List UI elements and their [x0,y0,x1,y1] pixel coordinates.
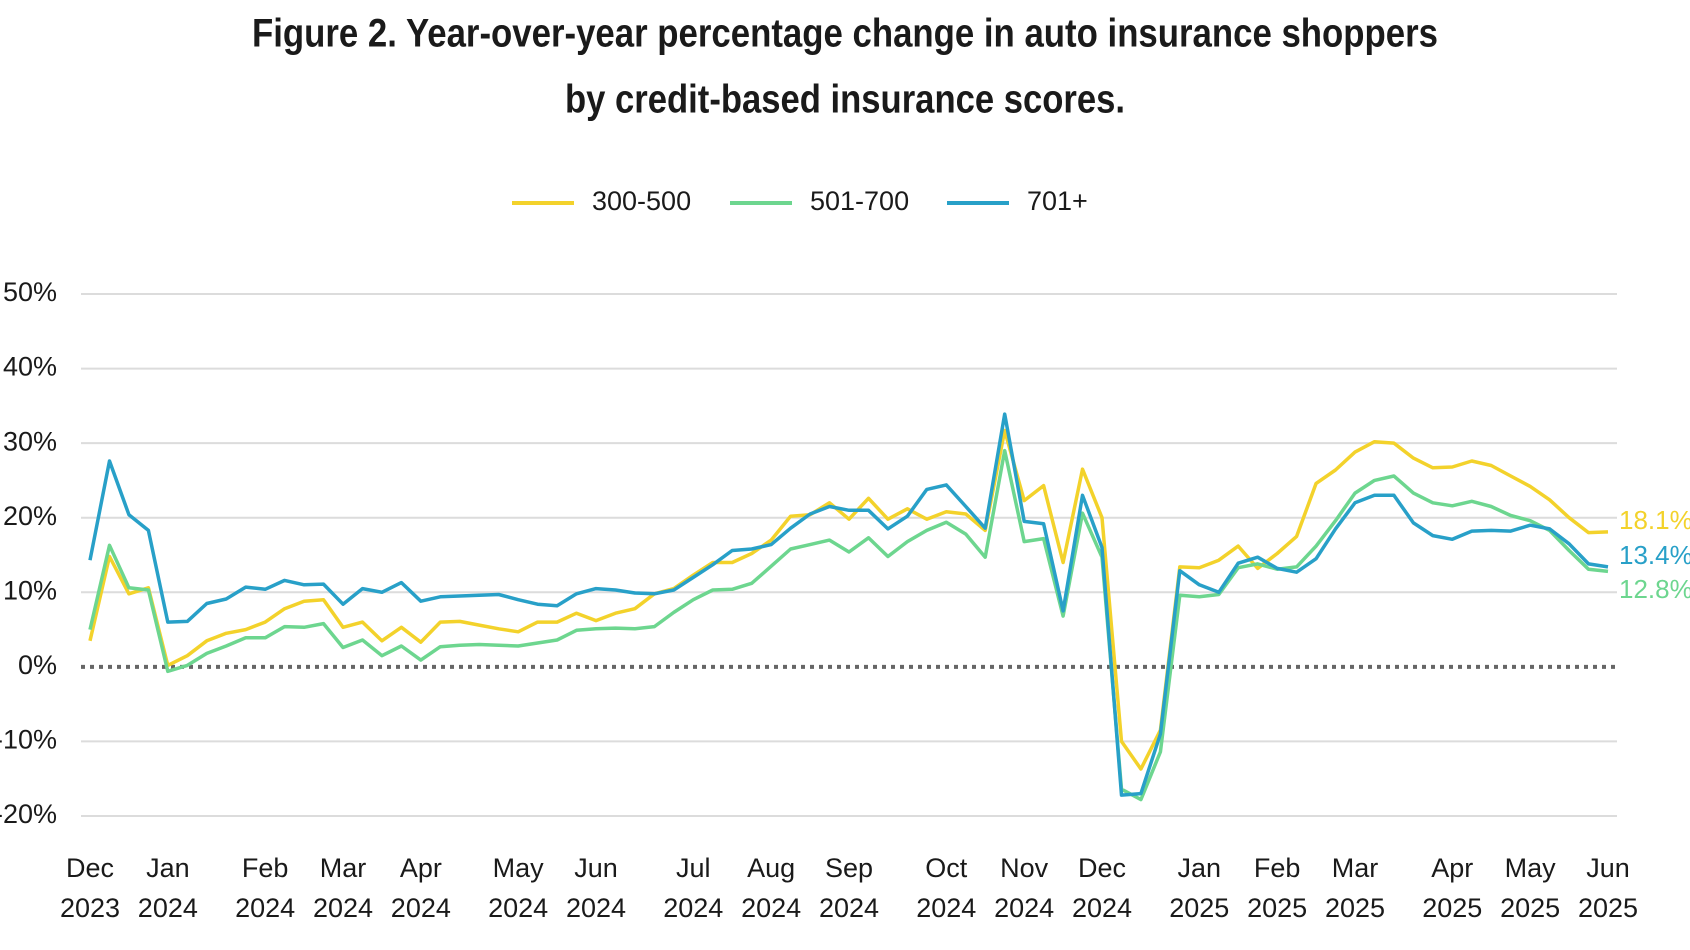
y-tick-label: 20% [3,501,57,531]
y-tick-label: -10% [0,725,57,755]
x-tick-label: May 2025 [1500,853,1561,923]
data-line [88,412,1609,797]
x-tick-label: May 2024 [488,853,549,923]
x-tick-label: Apr 2024 [390,853,451,923]
x-tick-label: Jun 2024 [565,853,627,923]
data-line [88,448,1609,802]
legend-label: 300-500 [592,186,691,216]
y-tick-label: 10% [3,575,57,605]
y-tick-label: -20% [0,799,57,829]
y-tick-label: 0% [18,650,57,680]
x-tick-label: Mar 2024 [312,853,374,923]
y-tick-label: 50% [3,277,57,307]
y-tick-label: 30% [3,426,57,456]
chart-title: by credit-based insurance scores. [565,78,1125,122]
end-label: 18.1% [1619,505,1690,535]
x-tick-label: Dec 2023 [59,853,121,923]
x-tick-label: Aug 2024 [741,853,802,923]
end-label: 12.8% [1619,574,1690,604]
x-tick-label: Jul 2024 [663,853,724,923]
x-tick-label: Jan 2025 [1169,853,1230,923]
x-tick-label: Feb 2025 [1247,853,1308,923]
x-tick-label: Feb 2024 [235,853,296,923]
chart-title: Figure 2. Year-over-year percentage chan… [252,12,1438,56]
x-tick-label: Sep 2024 [818,853,880,923]
x-tick-label: Apr 2025 [1422,853,1483,923]
legend-label: 701+ [1027,186,1088,216]
x-tick-label: Jan 2024 [137,853,198,923]
x-tick-label: Jun 2025 [1577,853,1639,923]
x-tick-label: Nov 2024 [994,853,1055,923]
end-label: 13.4% [1619,540,1690,570]
legend-label: 501-700 [810,186,909,216]
x-tick-label: Mar 2025 [1324,853,1386,923]
x-tick-label: Dec 2024 [1071,853,1133,923]
x-tick-label: Oct 2024 [916,853,977,923]
data-line [88,428,1609,771]
y-tick-label: 40% [3,352,57,382]
